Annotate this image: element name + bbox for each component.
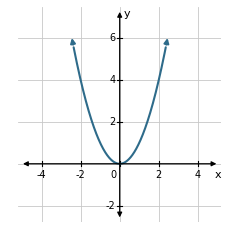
Text: 2: 2 [155, 170, 161, 180]
Text: -2: -2 [105, 201, 115, 211]
Text: 4: 4 [194, 170, 200, 180]
Text: y: y [123, 9, 130, 19]
Text: 4: 4 [109, 75, 115, 85]
Text: -2: -2 [75, 170, 85, 180]
Text: 6: 6 [109, 33, 115, 43]
Text: 2: 2 [109, 117, 115, 127]
Text: 0: 0 [110, 170, 116, 180]
Text: x: x [214, 170, 221, 180]
Text: -4: -4 [37, 170, 46, 180]
